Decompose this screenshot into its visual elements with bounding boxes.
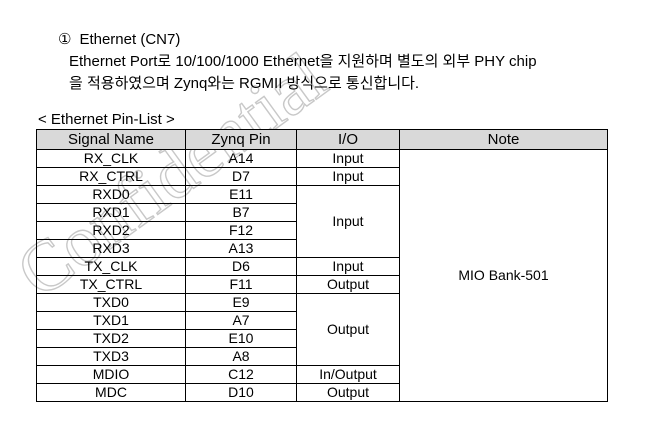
io-cell: Input [296,149,400,168]
table-caption: < Ethernet Pin-List > [38,111,175,128]
table-row: RX_CLK A14 Input MIO Bank-501 [36,149,608,402]
signal-cell: TXD0 [36,293,186,312]
pin-cell: E11 [185,185,297,204]
header-io: I/O [296,129,400,150]
signal-cell: MDC [36,383,186,402]
table-header-row: Signal Name Zynq Pin I/O Note [36,129,608,150]
signal-cell: RXD1 [36,203,186,222]
signal-cell: TXD3 [36,347,186,366]
pin-cell: A7 [185,311,297,330]
signal-cell: TXD1 [36,311,186,330]
io-cell: Input [296,185,400,258]
pin-cell: E9 [185,293,297,312]
pin-cell: A14 [185,149,297,168]
pin-cell: C12 [185,365,297,384]
table-row: MDC D10 Output [36,383,608,402]
section-title: Ethernet (CN7) [79,31,181,48]
pin-cell: D10 [185,383,297,402]
table-row: TXD0 E9 Output [36,293,608,366]
signal-cell: RX_CTRL [36,167,186,186]
pin-cell: F11 [185,275,297,294]
table-row: RXD3 A13 [36,239,608,258]
section-description: Ethernet Port로 10/100/1000 Ethernet을 지원하… [69,51,629,95]
pin-cell: A8 [185,347,297,366]
signal-cell: TXD2 [36,329,186,348]
signal-cell: TX_CLK [36,257,186,276]
pin-cell: A13 [185,239,297,258]
pin-cell: D7 [185,167,297,186]
description-line-1: Ethernet Port로 10/100/1000 Ethernet을 지원하… [69,53,537,70]
io-cell: Output [296,383,400,402]
signal-cell: MDIO [36,365,186,384]
io-cell: Input [296,257,400,276]
header-note: Note [399,129,608,150]
table-row: RXD2 F12 [36,221,608,240]
section-heading: ① Ethernet (CN7) [58,30,180,48]
io-cell: Output [296,293,400,366]
ethernet-pin-table: Signal Name Zynq Pin I/O Note RX_CLK A14… [36,129,608,402]
table-row: RX_CTRL D7 Input [36,167,608,186]
note-cell: MIO Bank-501 [399,149,608,402]
header-signal-name: Signal Name [36,129,186,150]
signal-cell: RXD0 [36,185,186,204]
header-zynq-pin: Zynq Pin [185,129,297,150]
section-number: ① [58,31,72,48]
signal-cell: RXD3 [36,239,186,258]
io-cell: In/Output [296,365,400,384]
io-cell: Input [296,167,400,186]
signal-cell: RX_CLK [36,149,186,168]
signal-cell: RXD2 [36,221,186,240]
pin-cell: E10 [185,329,297,348]
pin-cell: D6 [185,257,297,276]
table-row: RXD0 E11 Input [36,185,608,258]
signal-cell: TX_CTRL [36,275,186,294]
io-cell: Output [296,275,400,294]
description-line-2: 을 적용하였으며 Zynq와는 RGMII 방식으로 통신합니다. [69,75,420,92]
table-row: TX_CTRL F11 Output [36,275,608,294]
pin-cell: F12 [185,221,297,240]
pin-cell: B7 [185,203,297,222]
